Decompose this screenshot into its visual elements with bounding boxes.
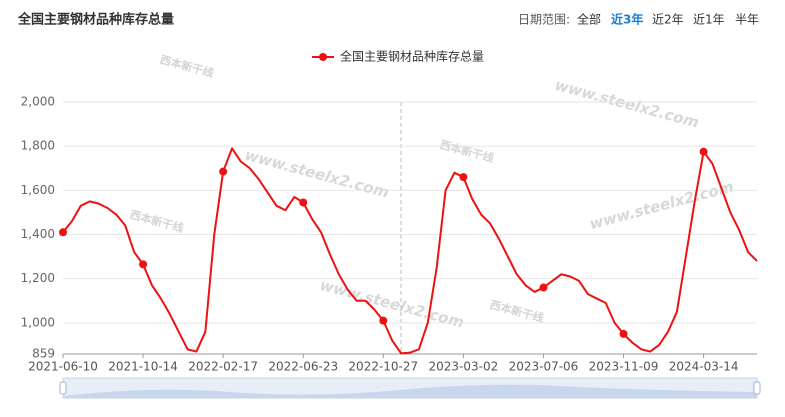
slider-handle[interactable]: [753, 381, 761, 395]
x-tick-label: 2023-07-06: [509, 360, 579, 374]
watermark: www.steelx2.com: [243, 146, 391, 202]
zoom-slider[interactable]: [59, 377, 761, 399]
y-tick-label: 1,800: [21, 139, 55, 153]
data-point[interactable]: [299, 198, 308, 207]
slider-preview: [63, 384, 757, 398]
x-tick-label: 2022-02-17: [188, 360, 258, 374]
data-point[interactable]: [59, 228, 67, 237]
data-point[interactable]: [219, 167, 228, 176]
date-range-option[interactable]: 全部: [577, 12, 601, 27]
data-line: [62, 147, 758, 355]
data-point[interactable]: [539, 283, 548, 292]
data-point[interactable]: [139, 260, 148, 269]
data-point[interactable]: [459, 173, 468, 182]
date-range-option[interactable]: 半年: [735, 13, 759, 27]
y-tick-label: 1,200: [21, 271, 55, 285]
data-point[interactable]: [699, 147, 708, 156]
x-tick-label: 2021-10-14: [108, 360, 178, 374]
y-tick-label: 859: [32, 347, 55, 361]
watermark: www.steelx2.com: [553, 76, 701, 132]
data-point[interactable]: [379, 316, 388, 325]
watermark: www.steelx2.com: [588, 177, 736, 233]
watermark-brand: 西本新干线: [488, 297, 545, 325]
x-tick-label: 2021-06-10: [28, 360, 98, 374]
x-tick-label: 2023-03-02: [429, 360, 499, 374]
x-tick-label: 2024-03-14: [669, 360, 739, 374]
date-range-option[interactable]: 近3年: [611, 12, 643, 27]
y-tick-label: 2,000: [21, 95, 55, 109]
watermark-brand: 西本新干线: [158, 52, 215, 80]
x-tick-label: 2022-10-27: [348, 360, 418, 374]
x-tick-label: 2023-11-09: [589, 360, 659, 374]
legend-label[interactable]: 全国主要钢材品种库存总量: [340, 49, 484, 64]
y-tick-label: 1,000: [21, 315, 55, 329]
chart-title: 全国主要钢材品种库存总量: [17, 12, 174, 28]
y-tick-label: 1,600: [21, 183, 55, 197]
date-range-label: 日期范围:: [518, 13, 570, 27]
slider-handle[interactable]: [59, 381, 67, 395]
legend: 全国主要钢材品种库存总量: [312, 49, 484, 64]
watermark-brand: 西本新干线: [438, 137, 495, 165]
legend-marker: [319, 53, 327, 61]
x-tick-label: 2022-06-23: [268, 360, 338, 374]
date-range-option[interactable]: 近1年: [693, 13, 725, 27]
watermark-brand: 西本新干线: [128, 207, 185, 235]
data-point[interactable]: [619, 329, 628, 338]
y-tick-label: 1,400: [21, 227, 55, 241]
date-range-option[interactable]: 近2年: [652, 13, 684, 27]
